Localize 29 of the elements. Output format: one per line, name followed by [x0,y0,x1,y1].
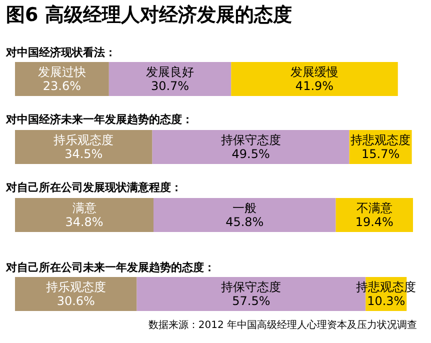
source-note: 数据来源：2012 年中国高级经理人心理资本及压力状况调查 [148,318,417,332]
series-label: 持保守态度 [221,280,282,294]
series-label: 满意 [72,201,96,215]
series-label: 持悲观态度 [350,133,411,147]
chart-title: 对自己所在公司未来一年发展趋势的态度： [6,260,215,275]
data-label: 19.4% [355,215,394,229]
data-label: 34.5% [64,147,103,161]
data-label: 30.6% [56,294,95,308]
data-label: 41.9% [295,79,334,93]
chart-title: 对中国经济未来一年发展趋势的态度： [6,112,193,127]
series-label: 持保守态度 [220,133,281,147]
data-label: 57.5% [232,294,270,308]
data-label: 23.6% [42,79,82,93]
chart-subtitle: 对中国经济现状看法： [6,45,116,60]
series-label: 一般 [232,201,257,215]
series-label: 不满意 [356,201,392,215]
data-label: 49.5% [232,147,270,161]
data-label: 10.3% [367,294,406,308]
chart-title: 图6 高级经理人对经济发展的态度 [6,3,292,28]
series-label: 发展良好 [146,65,194,79]
data-label: 30.7% [150,79,190,93]
series-label: 发展过快 [38,65,86,79]
data-label: 45.8% [226,215,264,229]
data-label: 34.8% [65,215,104,229]
series-label: 持乐观态度 [54,133,114,147]
chart-title: 对自己所在公司发展现状满意程度： [6,180,182,195]
data-label: 15.7% [362,147,400,161]
series-label: 发展缓慢 [290,65,338,79]
series-label: 持乐观态度 [46,280,106,294]
